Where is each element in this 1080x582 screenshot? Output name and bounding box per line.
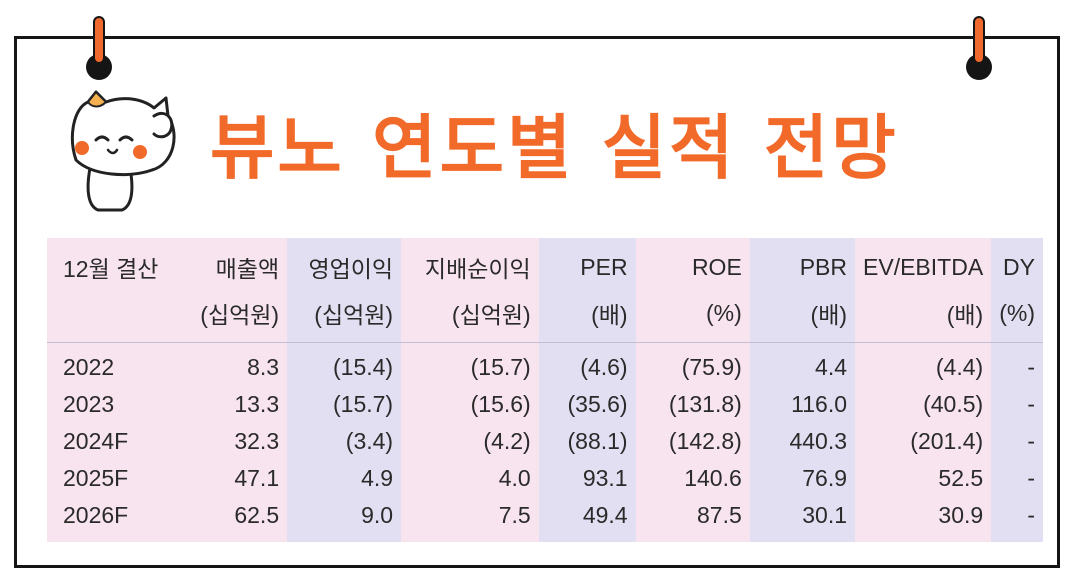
cell-pbr: 440.3	[749, 423, 856, 460]
cell-per: (4.6)	[538, 342, 636, 386]
cell-operating-profit: (3.4)	[287, 423, 402, 460]
unit-header-dy: (%)	[991, 290, 1043, 343]
unit-header-ev-ebitda: (배)	[855, 290, 992, 343]
cell-roe: (131.8)	[635, 386, 750, 423]
unit-header-per: (배)	[538, 290, 636, 343]
col-header-dy: DY	[991, 238, 1043, 290]
cell-year: 2022	[47, 342, 178, 386]
cell-per: 93.1	[538, 460, 636, 497]
cell-ev-ebitda: (40.5)	[855, 386, 992, 423]
col-header-ev-ebitda: EV/EBITDA	[855, 238, 992, 290]
page-title: 뷰노 연도별 실적 전망	[210, 107, 899, 189]
cell-dy: -	[991, 460, 1043, 497]
table-row: 2022 8.3 (15.4) (15.7) (4.6) (75.9) 4.4 …	[47, 342, 1043, 386]
cell-year: 2026F	[47, 497, 178, 542]
hook-right-icon	[973, 16, 985, 64]
cell-pbr: 76.9	[749, 460, 856, 497]
cell-roe: (75.9)	[635, 342, 750, 386]
cell-per: (88.1)	[538, 423, 636, 460]
cell-per: (35.6)	[538, 386, 636, 423]
cell-pbr: 30.1	[749, 497, 856, 542]
cell-ev-ebitda: (4.4)	[855, 342, 992, 386]
cell-net-income: 4.0	[401, 460, 539, 497]
cell-net-income: (15.6)	[401, 386, 539, 423]
cell-roe: 87.5	[635, 497, 750, 542]
cell-dy: -	[991, 497, 1043, 542]
unit-header-operating-profit: (십억원)	[287, 290, 402, 343]
unit-header-pbr: (배)	[749, 290, 856, 343]
cell-pbr: 116.0	[749, 386, 856, 423]
cell-net-income: 7.5	[401, 497, 539, 542]
table-row: 2026F 62.5 9.0 7.5 49.4 87.5 30.1 30.9 -	[47, 497, 1043, 542]
col-header-net-income: 지배순이익	[401, 238, 539, 290]
col-header-per: PER	[538, 238, 636, 290]
cell-year: 2023	[47, 386, 178, 423]
cell-pbr: 4.4	[749, 342, 856, 386]
earnings-forecast-table: 12월 결산 매출액 영업이익 지배순이익 PER ROE PBR EV/EBI…	[47, 238, 1043, 542]
cell-ev-ebitda: 30.9	[855, 497, 992, 542]
unit-header-year	[47, 290, 178, 343]
col-header-year: 12월 결산	[47, 238, 178, 290]
cell-revenue: 32.3	[177, 423, 288, 460]
cell-revenue: 8.3	[177, 342, 288, 386]
cell-operating-profit: 4.9	[287, 460, 402, 497]
cell-ev-ebitda: (201.4)	[855, 423, 992, 460]
cell-operating-profit: (15.7)	[287, 386, 402, 423]
unit-header-roe: (%)	[635, 290, 750, 343]
unit-header-revenue: (십억원)	[177, 290, 288, 343]
cell-year: 2024F	[47, 423, 178, 460]
cell-net-income: (4.2)	[401, 423, 539, 460]
col-header-revenue: 매출액	[177, 238, 288, 290]
cell-revenue: 47.1	[177, 460, 288, 497]
unit-header-net-income: (십억원)	[401, 290, 539, 343]
cell-operating-profit: 9.0	[287, 497, 402, 542]
col-header-pbr: PBR	[749, 238, 856, 290]
cell-per: 49.4	[538, 497, 636, 542]
cell-roe: 140.6	[635, 460, 750, 497]
header-row-top: 12월 결산 매출액 영업이익 지배순이익 PER ROE PBR EV/EBI…	[47, 238, 1043, 290]
cell-revenue: 62.5	[177, 497, 288, 542]
table-row: 2023 13.3 (15.7) (15.6) (35.6) (131.8) 1…	[47, 386, 1043, 423]
cell-operating-profit: (15.4)	[287, 342, 402, 386]
table-row: 2025F 47.1 4.9 4.0 93.1 140.6 76.9 52.5 …	[47, 460, 1043, 497]
cell-revenue: 13.3	[177, 386, 288, 423]
cell-net-income: (15.7)	[401, 342, 539, 386]
table-row: 2024F 32.3 (3.4) (4.2) (88.1) (142.8) 44…	[47, 423, 1043, 460]
col-header-roe: ROE	[635, 238, 750, 290]
cell-year: 2025F	[47, 460, 178, 497]
cell-roe: (142.8)	[635, 423, 750, 460]
header-row-units: (십억원) (십억원) (십억원) (배) (%) (배) (배) (%)	[47, 290, 1043, 343]
cell-ev-ebitda: 52.5	[855, 460, 992, 497]
cat-mascot-icon	[70, 90, 176, 212]
cell-dy: -	[991, 423, 1043, 460]
cell-dy: -	[991, 342, 1043, 386]
cell-dy: -	[991, 386, 1043, 423]
col-header-operating-profit: 영업이익	[287, 238, 402, 290]
hook-left-icon	[93, 16, 105, 64]
